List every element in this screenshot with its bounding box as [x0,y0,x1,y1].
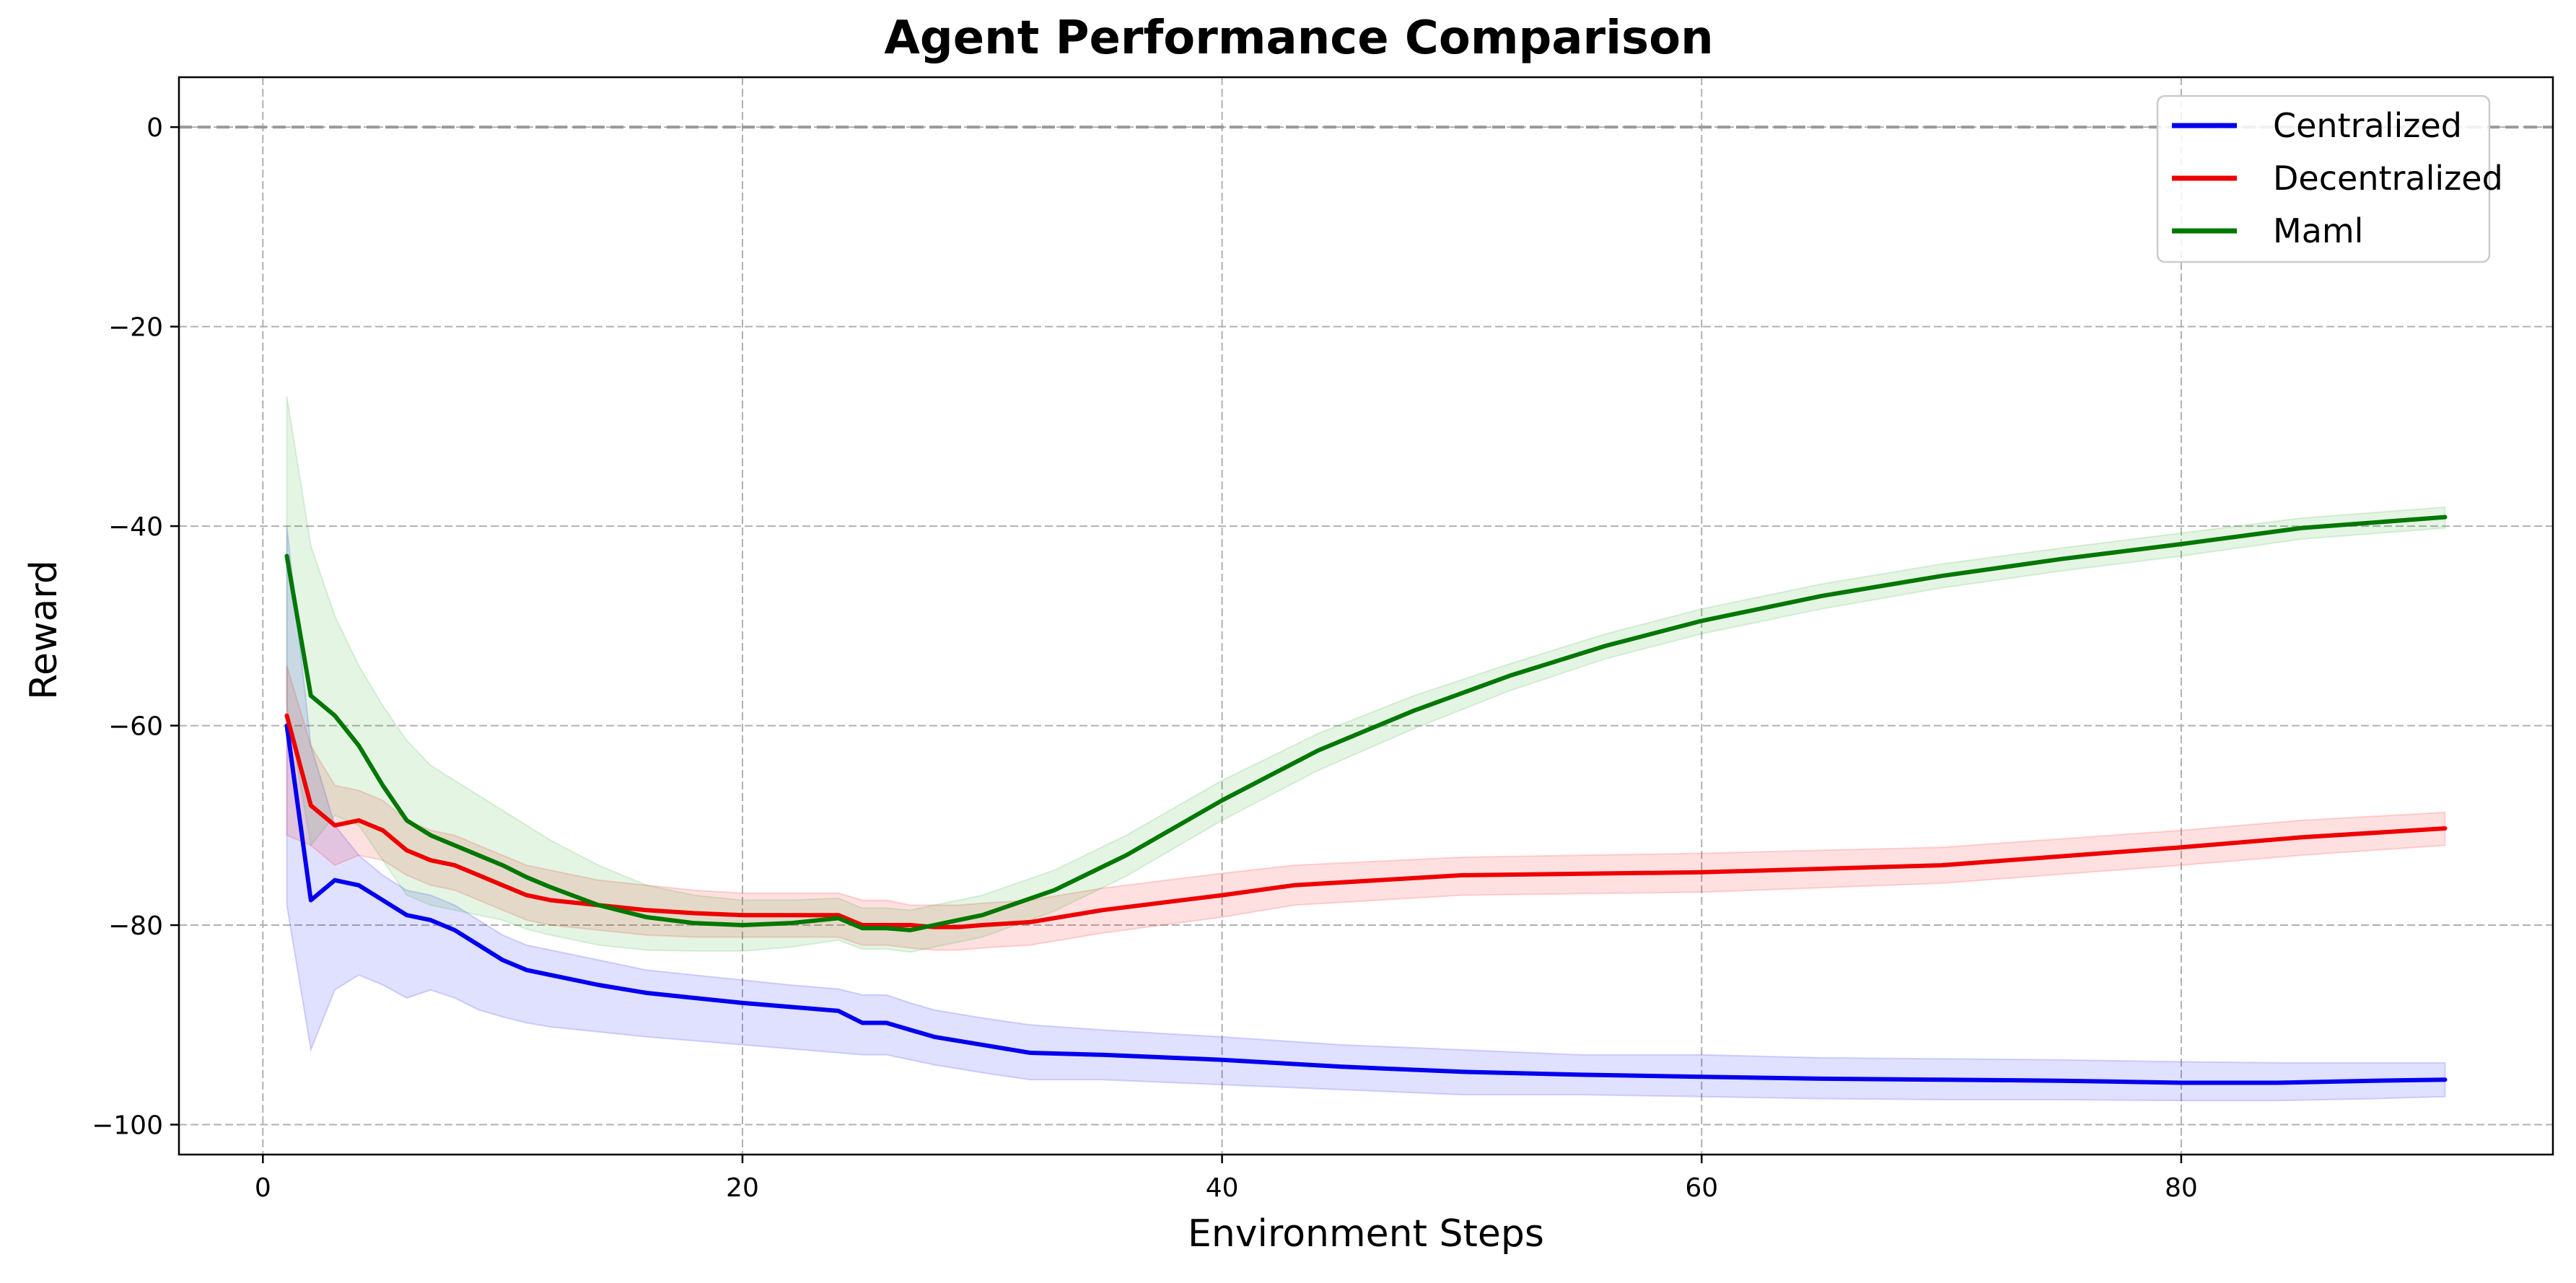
legend-label-centralized: Centralized [2273,106,2462,145]
centralized-series-line [284,723,2448,1085]
y-tick-label: −80 [108,911,163,941]
decentralized-confidence-band [286,665,2446,951]
y-axis-label: Reward [22,560,66,700]
decentralized-series-line [284,713,2448,929]
y-tick-label: −20 [108,313,163,343]
y-tick-label: −100 [92,1111,163,1141]
plot-frame [178,76,2554,1156]
legend-box [2156,95,2491,263]
axis-ticks: 0 20 40 60 80 0 −20 −40 −60 −80 −100 [92,113,2198,1203]
y-tick-label: −60 [108,712,163,742]
centralized-confidence-band [286,525,2446,1102]
x-tick-label: 40 [1206,1173,1239,1203]
x-tick-label: 80 [2165,1173,2198,1203]
x-tick-label: 60 [1685,1173,1718,1203]
maml-confidence-band [286,396,2446,953]
x-tick-label: 0 [255,1173,271,1203]
y-tick-label: 0 [146,113,163,143]
legend: Centralized Decentralized Maml [2156,95,2503,263]
y-tick-label: −40 [108,512,163,542]
x-axis-label: Environment Steps [1188,1212,1544,1256]
chart-title: Agent Performance Comparison [884,12,1713,65]
x-tick-label: 20 [726,1173,759,1203]
legend-label-decentralized: Decentralized [2273,159,2503,198]
maml-series-line [284,514,2448,932]
legend-label-maml: Maml [2273,211,2363,250]
confidence-bands [286,396,2446,1102]
series-lines [284,514,2448,1085]
